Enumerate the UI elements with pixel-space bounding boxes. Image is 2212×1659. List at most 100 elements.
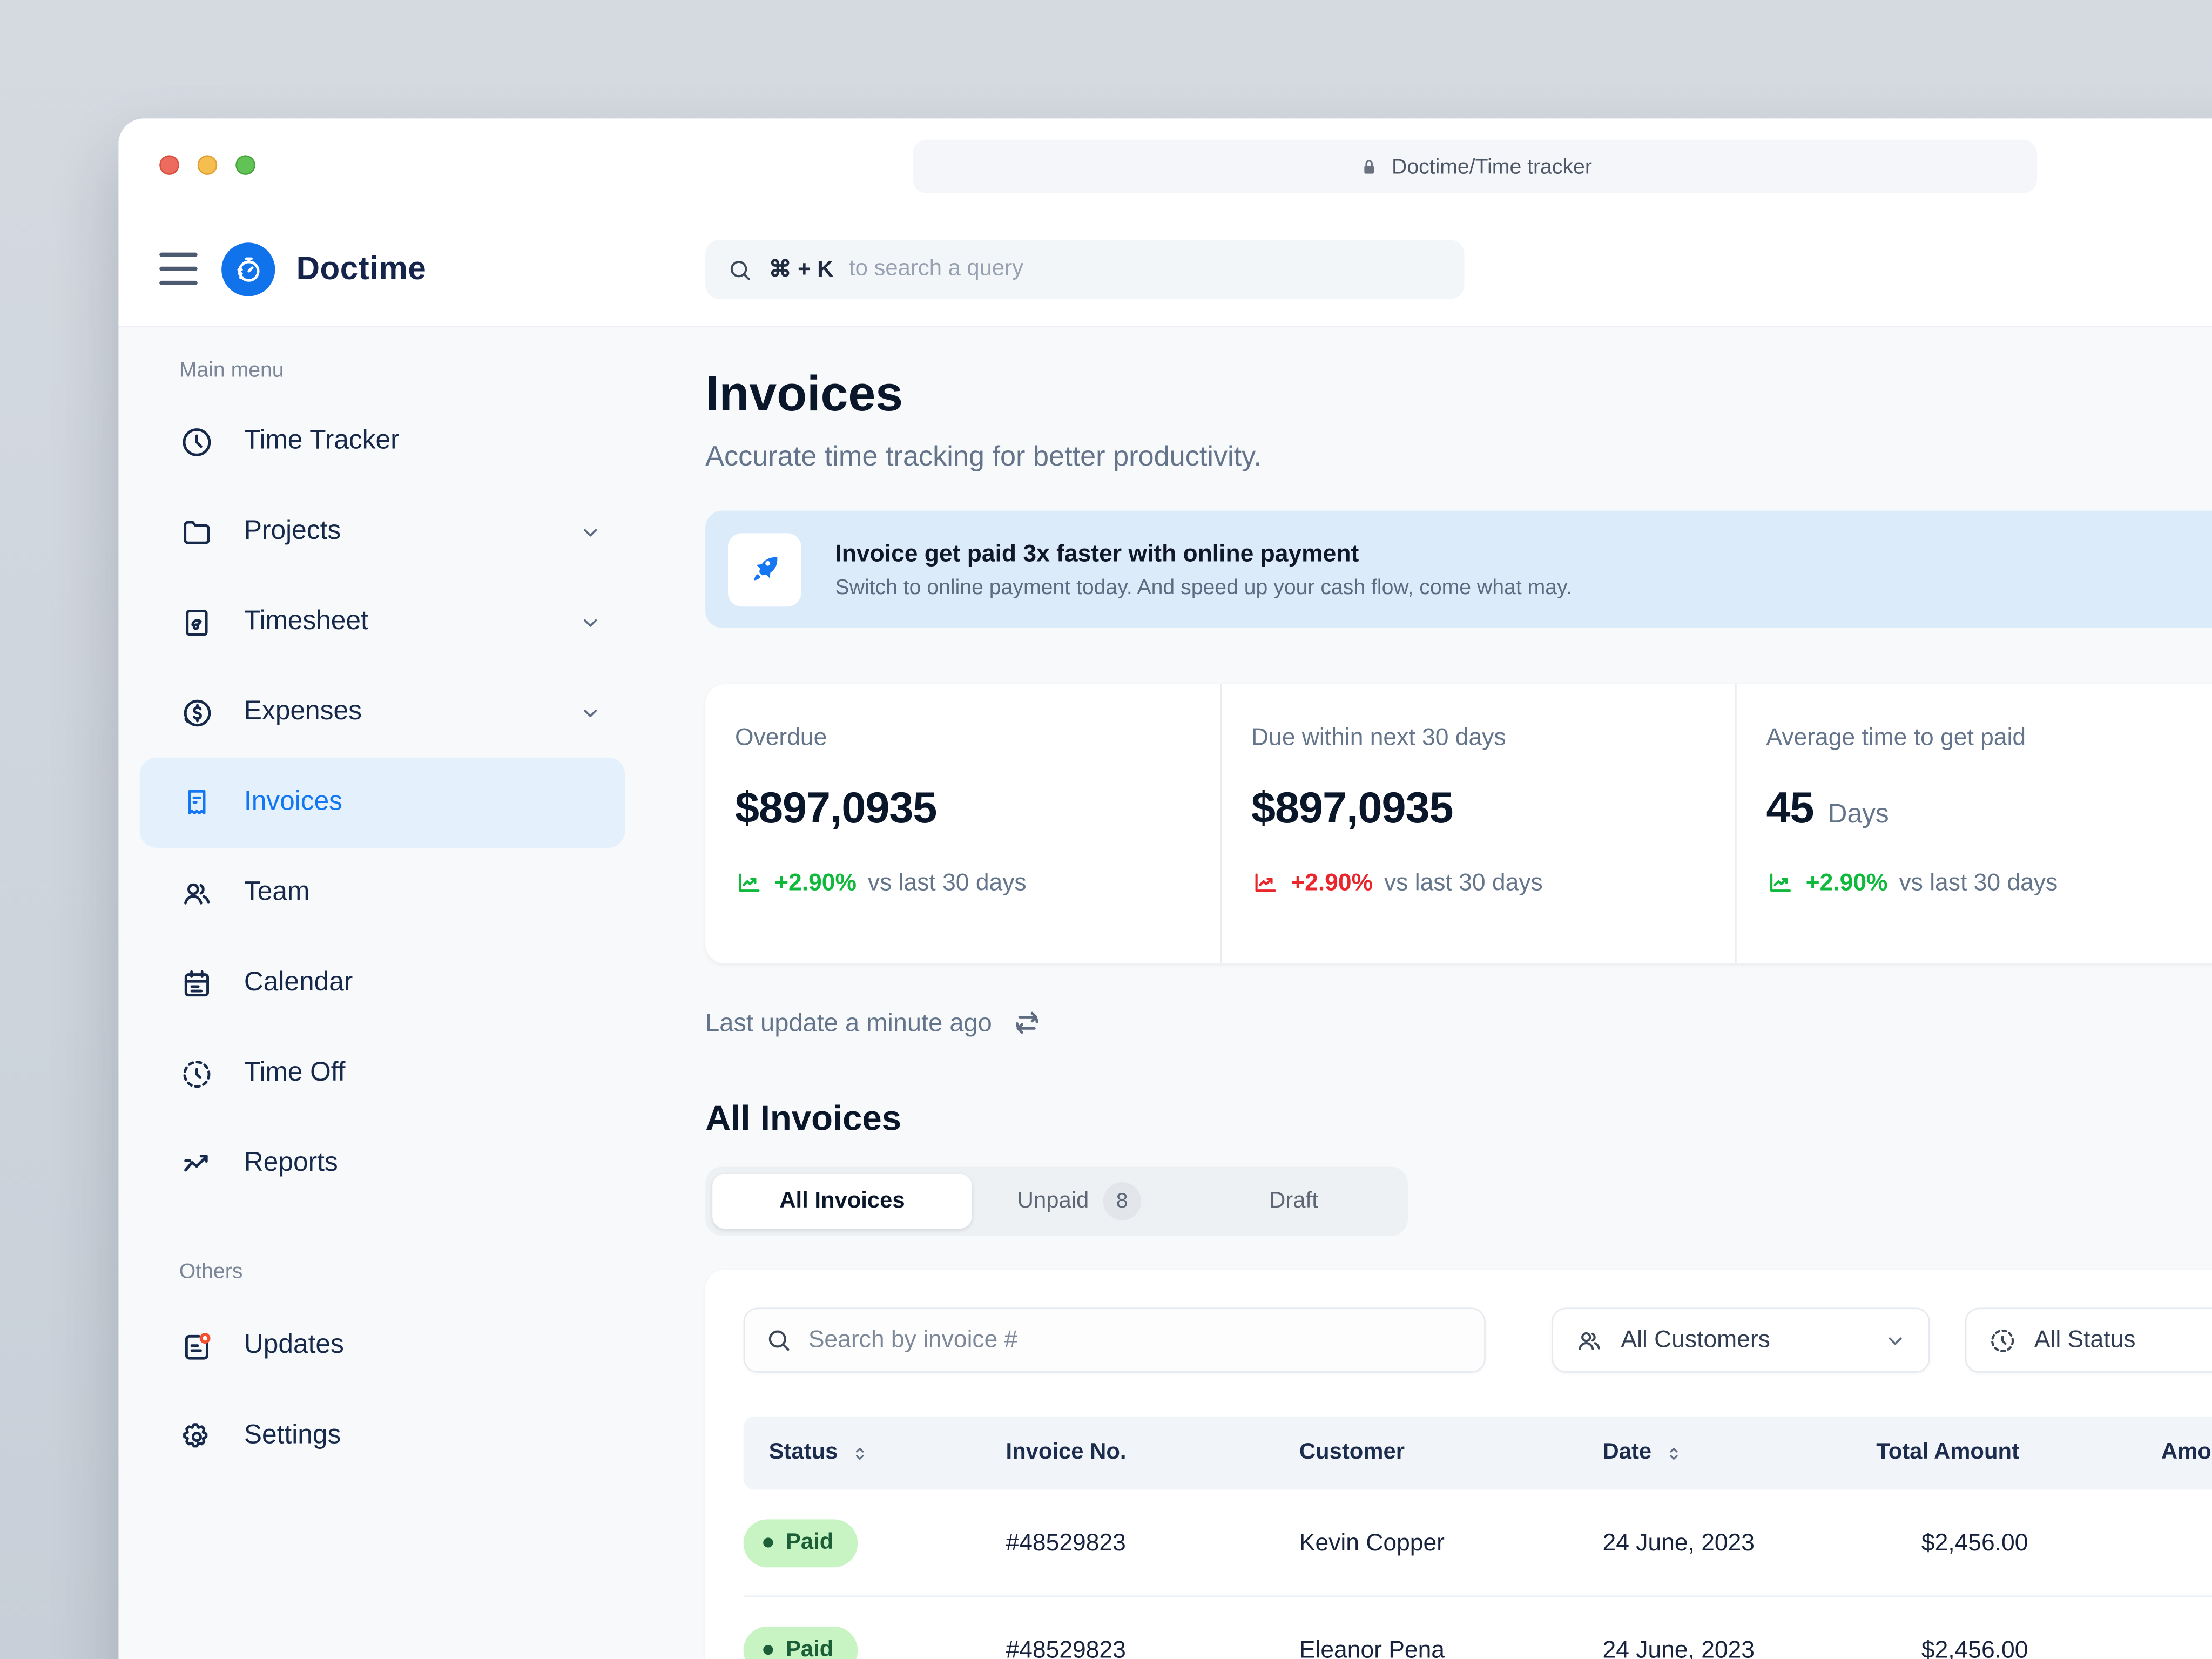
brand-name: Doctime [296,249,427,287]
tab-unpaid[interactable]: Unpaid 8 [972,1174,1186,1229]
stats-cards: Overdue $897,0935 +2.90% vs last 30 days… [705,684,2212,964]
sidebar-item-reports[interactable]: Reports [140,1119,625,1209]
folder-icon [179,514,214,549]
sort-icon [855,1447,864,1459]
tab-label: Unpaid [1017,1188,1089,1213]
customers-filter-dropdown[interactable]: All Customers [1552,1307,1930,1373]
clock-icon [179,424,214,459]
unpaid-count-badge: 8 [1103,1182,1141,1220]
customers-filter-value: All Customers [1621,1326,1770,1353]
sidebar-item-calendar[interactable]: Calendar [140,938,625,1028]
sidebar-item-expenses[interactable]: Expenses [140,667,625,758]
stat-overdue: Overdue $897,0935 +2.90% vs last 30 days [705,684,1220,963]
sidebar-item-projects[interactable]: Projects [140,487,625,577]
stat-average-time-paid: Average time to get paid 45 Days +2.90% v… [1735,684,2212,964]
sidebar-item-label: Calendar [244,968,353,997]
hamburger-menu-icon[interactable] [159,249,198,288]
calendar-icon [179,966,214,1001]
lock-icon [1363,159,1374,174]
dollar-coin-icon [179,695,214,730]
page-subtitle: Accurate time tracking for better produc… [705,441,1262,473]
column-header-date[interactable]: Date [1603,1440,1877,1466]
sidebar-item-label: Expenses [244,697,362,727]
online-payment-banner[interactable]: Invoice get paid 3x faster with online p… [705,510,2212,628]
status-filter-dropdown[interactable]: All Status [1965,1307,2212,1373]
minimize-window-button[interactable] [197,155,218,175]
column-header-total-amount: Total Amount [1876,1440,2019,1465]
window-title: Doctime/Time tracker [1392,154,1592,179]
timesheet-icon [179,604,214,639]
tab-draft[interactable]: Draft [1186,1174,1401,1229]
chevron-down-icon[interactable] [578,700,602,724]
last-update-text: Last update a minute ago [705,1008,992,1036]
status-badge: Paid [743,1519,858,1567]
close-window-button[interactable] [159,155,179,175]
stat-due-30-days: Due within next 30 days $897,0935 +2.90%… [1220,684,1735,964]
stat-value: $897,0935 [734,783,937,833]
stat-value: $897,0935 [1251,783,1453,833]
sidebar-item-label: Timesheet [244,606,368,637]
sort-icon [1669,1447,1677,1459]
invoice-number: #48529823 [1006,1635,1126,1659]
stat-delta-row: +2.90% vs last 30 days [1766,869,2212,897]
all-invoices-heading: All Invoices [705,1098,902,1139]
banner-subtitle: Switch to online payment today. And spee… [835,575,1572,599]
gear-icon [179,1419,214,1454]
sidebar-item-label: Updates [244,1330,344,1360]
column-header-status[interactable]: Status [744,1440,1006,1466]
zoom-window-button[interactable] [235,155,255,175]
receipt-icon [179,785,214,820]
stat-delta: +2.90% [1291,869,1373,896]
sidebar-item-label: Time Off [244,1058,346,1088]
tab-all-invoices[interactable]: All Invoices [712,1174,972,1229]
trend-up-icon [735,869,763,897]
sidebar-item-label: Projects [244,516,341,546]
table-row[interactable]: Paid #48529823 Kevin Copper 24 June, 202… [743,1490,2212,1597]
sidebar-section-others: Others [179,1259,243,1284]
sidebar-item-settings[interactable]: Settings [140,1391,625,1481]
invoice-number: #48529823 [1006,1528,1126,1556]
filter-row: Search by invoice # All Customers All St… [743,1307,2212,1373]
tab-label: All Invoices [779,1188,905,1213]
search-shortcut: ⌘ + K [768,258,834,282]
people-icon [179,875,214,911]
sidebar-item-time-tracker[interactable]: Time Tracker [140,396,625,487]
table-header: Status Invoice No. Customer Date Total A… [743,1416,2212,1490]
banner-icon-tile [727,532,801,606]
sidebar-item-team[interactable]: Team [140,848,625,938]
people-icon [1574,1325,1604,1355]
banner-title: Invoice get paid 3x faster with online p… [835,539,1359,567]
invoices-table-card: Search by invoice # All Customers All St… [705,1270,2212,1659]
total-amount: $2,456.00 [1921,1528,2028,1556]
dashed-clock-icon [1988,1325,2018,1355]
window-titlebar: Doctime/Time tracker [118,118,2212,212]
stat-delta: +2.90% [774,869,857,896]
doctime-logo[interactable] [221,242,275,296]
traffic-lights [159,155,255,175]
table-row[interactable]: Paid #48529823 Eleanor Pena 24 June, 202… [743,1597,2212,1659]
invoice-search-input[interactable]: Search by invoice # [743,1307,1486,1373]
sidebar-item-updates[interactable]: Updates [140,1300,625,1391]
chevron-down-icon[interactable] [578,520,602,544]
updates-notification-icon [179,1328,214,1363]
sidebar-item-label: Team [244,877,310,907]
stat-label: Overdue [734,724,827,751]
stat-comparison: vs last 30 days [867,869,1027,896]
chevron-down-icon [1889,1337,1902,1345]
global-search-input[interactable]: ⌘ + K to search a query [705,240,1465,299]
trend-up-icon [1766,869,1795,897]
sidebar-item-time-off[interactable]: Time Off [140,1028,625,1118]
column-header-invoice-no: Invoice No. [1006,1440,1127,1465]
sidebar-item-timesheet[interactable]: Timesheet [140,577,625,667]
search-placeholder: to search a query [849,257,1023,281]
trend-down-icon [1251,869,1279,897]
chevron-down-icon[interactable] [578,610,602,634]
customer-name: Kevin Copper [1299,1528,1445,1556]
stat-delta: +2.90% [1805,869,1888,896]
total-amount: $2,456.00 [1921,1635,2028,1659]
sidebar-item-invoices[interactable]: Invoices [139,757,625,848]
search-icon [730,260,750,280]
dashed-clock-icon [179,1056,214,1091]
refresh-icon[interactable] [1010,1006,1044,1040]
